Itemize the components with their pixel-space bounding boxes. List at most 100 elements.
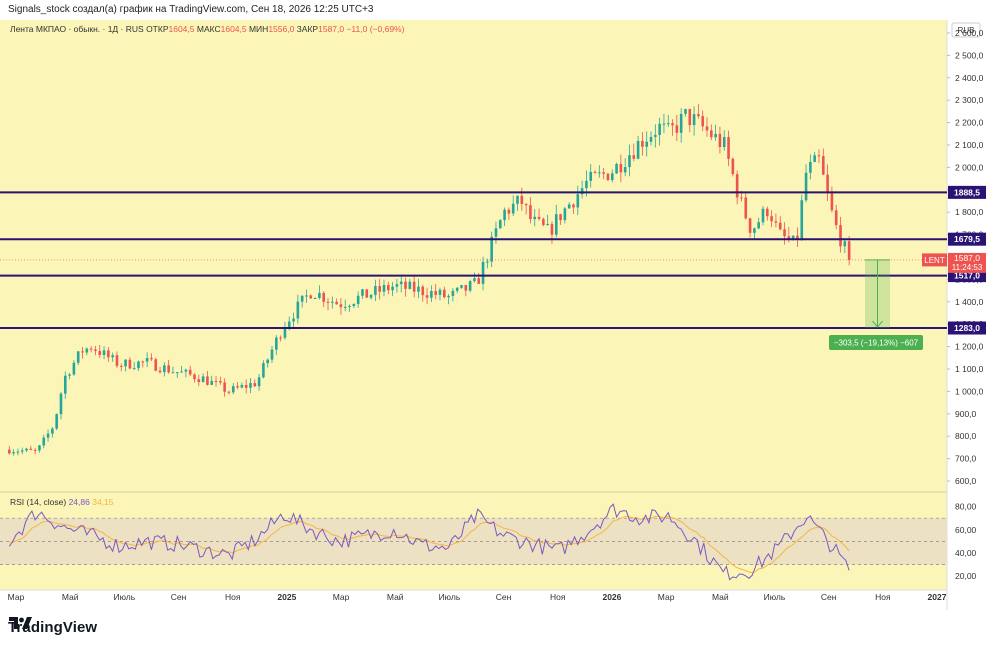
candle-body (520, 195, 524, 205)
last-price-label: 1587,0 (954, 253, 980, 263)
candle-body (180, 371, 183, 373)
price-chart[interactable]: Лента МКПАО · обыкн. · 1Д · RUS ОТКР1604… (0, 20, 1000, 610)
candle-body (658, 123, 661, 135)
candle-body (352, 303, 356, 306)
legend-part-5: МИН (247, 24, 269, 34)
time-tick-label: Сен (496, 592, 512, 602)
price-tick-label: 2 600,0 (955, 28, 984, 38)
candle-body (766, 208, 769, 217)
candle-body (374, 286, 377, 295)
price-tick-label: 600,0 (955, 476, 977, 486)
candle-body (59, 393, 63, 415)
candle-body (305, 295, 308, 297)
rsi-legend-part-1: 24,86 (69, 497, 93, 507)
candle-body (460, 285, 463, 288)
candle-body (378, 286, 381, 292)
candle-body (361, 289, 364, 296)
candle-body (98, 351, 102, 355)
candle-body (430, 291, 433, 298)
candle-body (615, 163, 618, 174)
candle-body (7, 449, 11, 454)
candle-body (477, 278, 481, 284)
plot-background (0, 20, 947, 590)
candle-body (399, 281, 403, 285)
candle-body (494, 228, 498, 237)
candle-body (266, 359, 270, 364)
candle-body (714, 133, 717, 138)
candle-body (68, 374, 71, 376)
time-tick-label: Май (387, 592, 404, 602)
candle-body (188, 369, 192, 375)
candle-body (236, 386, 239, 388)
candle-body (580, 188, 584, 195)
candle-body (770, 216, 773, 222)
candle-body (253, 383, 257, 387)
candle-body (391, 286, 394, 291)
legend-part-3: МАКС (195, 24, 221, 34)
attribution-text: Signals_stock создал(а) график на Tradin… (8, 4, 374, 15)
candle-body (16, 451, 20, 453)
candle-body (813, 155, 816, 162)
candle-body (757, 222, 760, 229)
candle-body (111, 355, 114, 358)
candle-body (395, 284, 399, 287)
candle-body (761, 208, 765, 223)
candle-body (490, 236, 493, 262)
candle-body (326, 301, 330, 303)
candle-body (567, 204, 571, 209)
candle-body (231, 386, 235, 393)
candle-body (94, 349, 97, 352)
candle-body (787, 236, 791, 240)
candle-body (132, 368, 136, 370)
candle-body (42, 437, 46, 446)
level-tag-0 (948, 185, 986, 199)
candle-body (76, 351, 80, 363)
level-label-2: 1517,0 (954, 271, 980, 281)
candle-body (593, 171, 597, 173)
candle-body (369, 294, 373, 298)
candle-body (735, 174, 739, 198)
rsi-legend: RSI (14, close) 24,86 34,15 (10, 497, 114, 507)
price-tick-label: 2 400,0 (955, 73, 984, 83)
price-tick-label: 1 400,0 (955, 297, 984, 307)
time-tick-label: 2027 (928, 592, 947, 602)
candle-body (171, 372, 175, 374)
candle-body (201, 376, 205, 383)
candle-body (387, 284, 390, 291)
time-tick-label: Июль (439, 592, 461, 602)
time-tick-label: 2026 (602, 592, 621, 602)
candle-body (671, 123, 674, 126)
price-tick-label: 700,0 (955, 454, 977, 464)
candle-body (705, 126, 709, 131)
candle-body (563, 208, 567, 221)
candle-body (533, 216, 537, 220)
candle-body (731, 158, 735, 175)
candle-body (809, 161, 812, 173)
price-tick-label: 1 100,0 (955, 364, 984, 374)
candle-body (63, 375, 67, 394)
candle-body (697, 114, 700, 117)
candle-body (175, 372, 179, 374)
measure-arrow-icon (872, 320, 883, 328)
price-tick-label: 2 200,0 (955, 118, 984, 128)
candle-body (649, 136, 653, 142)
tradingview-logo-icon (9, 617, 32, 629)
candle-body (244, 384, 248, 388)
tradingview-footer: TradingView (8, 616, 97, 638)
candle-body (279, 337, 282, 339)
currency-box (951, 22, 981, 38)
candle-body (796, 235, 799, 239)
candle-body (623, 167, 627, 173)
price-tick-label: 1 200,0 (955, 342, 984, 352)
candle-body (240, 384, 244, 388)
candle-body (206, 376, 209, 385)
last-price-tag (948, 252, 986, 273)
candle-body (417, 286, 420, 292)
candle-body (145, 358, 149, 362)
candle-body (817, 155, 821, 157)
candle-body (481, 261, 485, 284)
candle-body (589, 171, 593, 181)
chart-frame[interactable]: Лента МКПАО · обыкн. · 1Д · RUS ОТКР1604… (0, 20, 1000, 610)
candle-body (606, 173, 610, 181)
candle-body (641, 140, 644, 147)
